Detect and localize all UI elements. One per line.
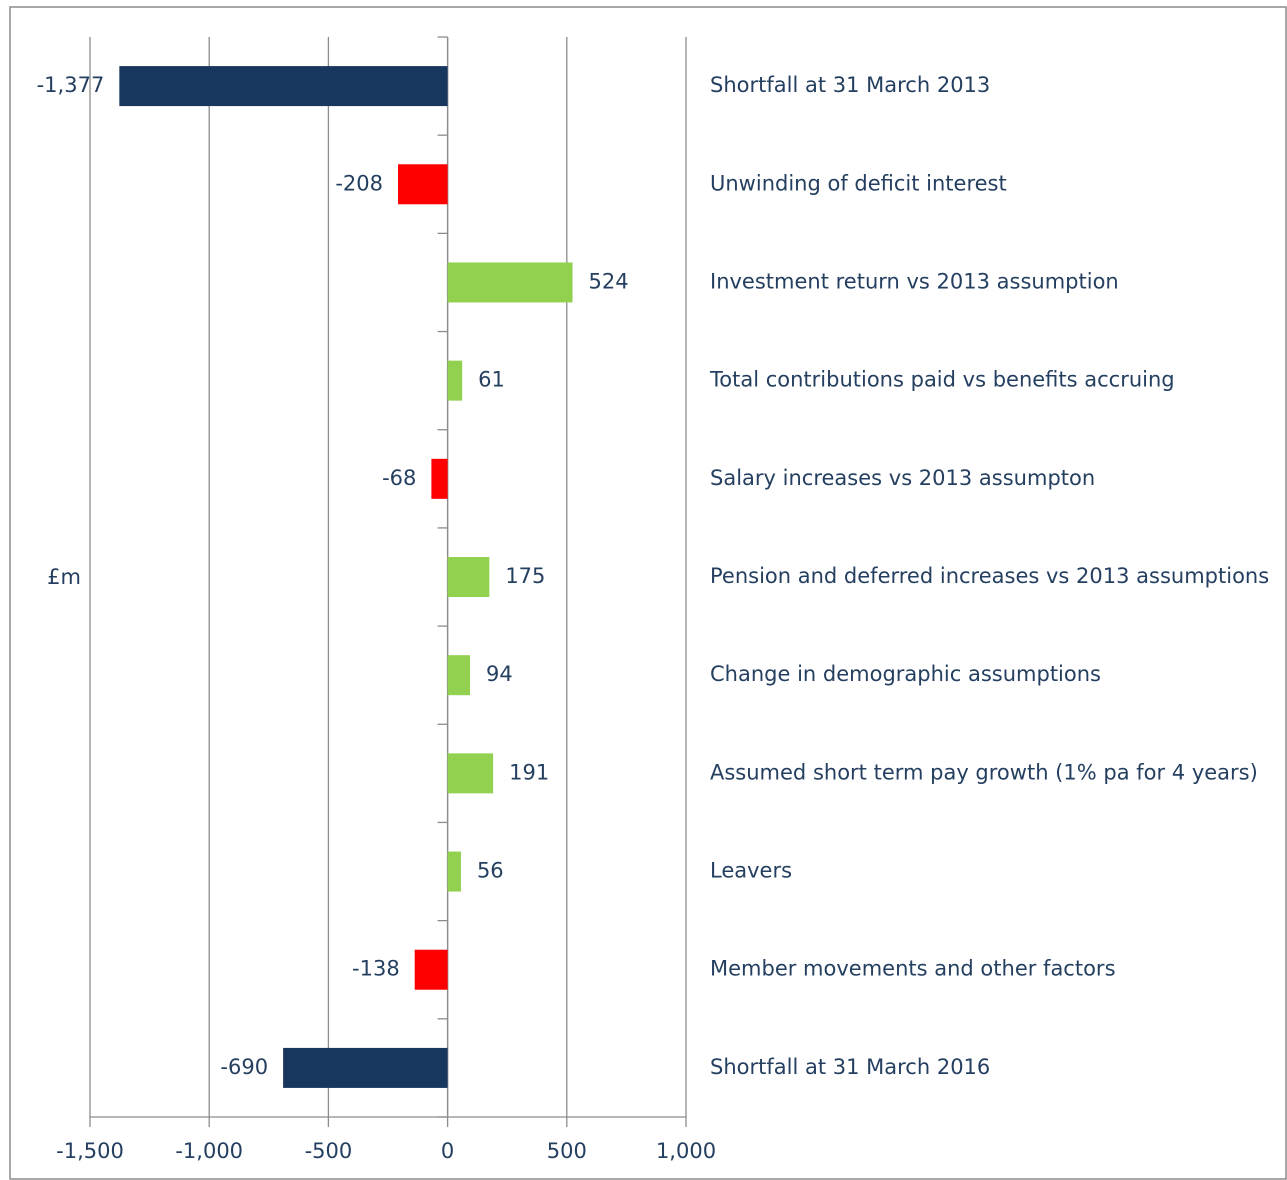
x-tick-label: 500 — [547, 1139, 587, 1163]
value-label: 56 — [477, 859, 504, 883]
value-label: 94 — [486, 662, 513, 686]
bar — [431, 458, 448, 499]
x-tick-label: -500 — [305, 1139, 353, 1163]
category-label: Unwinding of deficit interest — [710, 171, 1007, 195]
bar — [447, 360, 463, 401]
category-label: Total contributions paid vs benefits acc… — [709, 368, 1175, 392]
category-label: Change in demographic assumptions — [710, 662, 1101, 686]
x-tick-label: -1,000 — [175, 1139, 243, 1163]
value-label: -690 — [220, 1055, 268, 1079]
x-tick-label: 1,000 — [656, 1139, 716, 1163]
bar — [447, 557, 490, 597]
category-label: Shortfall at 31 March 2013 — [710, 73, 990, 97]
x-tick-label: -1,500 — [56, 1139, 124, 1163]
value-label: 191 — [509, 760, 549, 784]
category-label: Assumed short term pay growth (1% pa for… — [710, 760, 1258, 784]
bar — [447, 655, 471, 696]
bar — [283, 1047, 448, 1088]
axis-label: £m — [47, 565, 81, 589]
value-label: -138 — [352, 957, 400, 981]
chart-border — [9, 6, 1287, 1180]
value-label: -68 — [382, 466, 416, 490]
category-label: Shortfall at 31 March 2016 — [710, 1055, 990, 1079]
value-label: -208 — [335, 171, 383, 195]
category-label: Investment return vs 2013 assumption — [710, 269, 1119, 293]
category-label: Pension and deferred increases vs 2013 a… — [710, 564, 1269, 588]
value-label: 524 — [589, 269, 629, 293]
value-label: 175 — [505, 564, 545, 588]
bar — [398, 164, 448, 205]
value-label: 61 — [478, 368, 505, 392]
category-label: Leavers — [710, 859, 792, 883]
bar — [447, 753, 494, 794]
category-label: Salary increases vs 2013 assumpton — [710, 466, 1095, 490]
x-tick-label: 0 — [441, 1139, 454, 1163]
bar — [447, 262, 573, 303]
bar — [447, 851, 461, 892]
bar — [119, 66, 448, 107]
category-label: Member movements and other factors — [710, 957, 1116, 981]
bar — [414, 949, 448, 990]
value-label: -1,377 — [37, 73, 105, 97]
